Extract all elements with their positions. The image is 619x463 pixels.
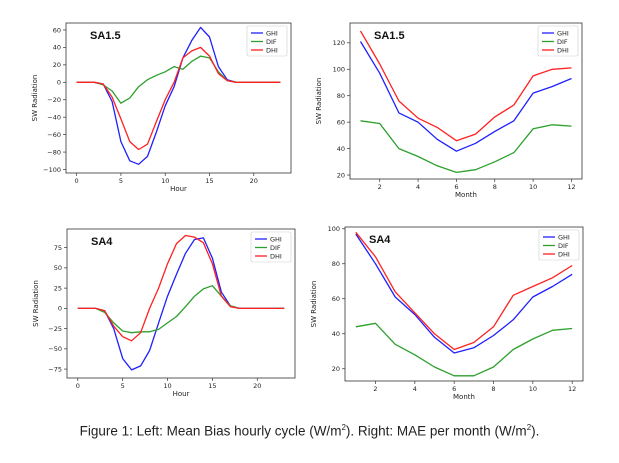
chart2-xtick-label: 12 — [567, 183, 575, 191]
chart4-ytick-label: 40 — [332, 330, 340, 338]
chart2-ytick-label: 120 — [333, 39, 345, 47]
chart3-series-dif-line — [77, 285, 285, 334]
chart2-ytick-label: 80 — [337, 92, 345, 100]
chart4-title: SA4 — [369, 234, 391, 246]
chart1-ytick-label: 20 — [53, 61, 61, 69]
chart4-xtick-label: 8 — [491, 385, 495, 393]
chart2-ytick-label: 60 — [337, 118, 345, 126]
chart3-legend-label-dif: DIF — [270, 244, 281, 252]
chart1-title: SA1.5 — [90, 30, 121, 42]
chart2-xtick-label: 4 — [416, 183, 420, 191]
chart2-ytick-label: 40 — [337, 145, 345, 153]
chart4-xtick-label: 6 — [452, 385, 456, 393]
caption-sup-2: 2 — [526, 423, 532, 432]
chart1-ylabel: SW Radiation — [31, 75, 39, 122]
figure-caption: Figure 1: Left: Mean Bias hourly cycle (… — [0, 423, 619, 439]
chart2-xtick-label: 6 — [454, 183, 458, 191]
chart1-xtick-label: 5 — [119, 177, 123, 185]
chart3-legend-label-dhi: DHI — [270, 252, 282, 260]
chart3-xtick-label: 5 — [121, 382, 125, 390]
chart4-legend-label-dhi: DHI — [558, 250, 570, 258]
caption-text-2: ). Right: MAE per month (W/m — [345, 423, 527, 439]
chart2-legend-label-dhi: DHI — [557, 46, 569, 54]
chart3-legend-label-ghi: GHI — [270, 235, 282, 243]
chart2-ytick-label: 20 — [337, 171, 345, 179]
chart1-ytick-label: −20 — [47, 96, 61, 104]
chart4-ytick-label: 100 — [328, 225, 340, 233]
chart2-xlabel: Month — [455, 191, 477, 199]
chart1-ytick-label: 40 — [53, 44, 61, 52]
chart1: 0 5 10 15 20 −100 −80 −60 −40 −20 0 20 40 60 Hour SW Ra… — [31, 22, 292, 193]
caption-text-3: ). — [531, 423, 540, 439]
chart3-ytick-label: 50 — [54, 264, 62, 272]
chart1-ytick-label: −80 — [47, 148, 61, 156]
chart4-xtick-label: 4 — [413, 385, 417, 393]
chart3-ytick-label: 25 — [54, 284, 62, 292]
chart1-ytick-label: 60 — [53, 26, 61, 34]
chart1-xtick-label: 20 — [250, 177, 258, 185]
chart2-xtick-label: 8 — [493, 183, 497, 191]
chart3-xtick-label: 10 — [163, 382, 171, 390]
chart4-frame — [344, 226, 584, 382]
chart2-series-ghi-line — [359, 41, 572, 152]
chart1-series-dhi-line — [76, 46, 281, 151]
chart2-xtick-label: 10 — [529, 183, 537, 191]
chart3-ytick-label: 0 — [58, 305, 62, 313]
chart1-ytick-label: −100 — [43, 166, 61, 174]
chart4-ylabel: SW Radiation — [310, 281, 318, 328]
chart4-ytick-label: 80 — [332, 260, 340, 268]
chart3-xtick-label: 0 — [76, 382, 80, 390]
chart4-series-dhi-line — [355, 231, 573, 351]
chart3-frame — [66, 228, 296, 379]
chart3-title: SA4 — [91, 236, 113, 248]
chart2-series-dif-line — [360, 120, 572, 174]
chart4-legend-label-ghi: GHI — [558, 233, 570, 241]
chart3-ytick-label: −75 — [48, 365, 62, 373]
chart4-legend-label-dif: DIF — [558, 242, 569, 250]
chart1-legend-label-dhi: DHI — [266, 46, 278, 54]
chart3-xtick-label: 15 — [208, 382, 216, 390]
chart3-ytick-label: −25 — [48, 325, 62, 333]
chart3-xlabel: Hour — [173, 390, 190, 398]
chart1-frame — [65, 22, 292, 174]
chart2-title: SA1.5 — [374, 30, 405, 42]
caption-text-1: Figure 1: Left: Mean Bias hourly cycle (… — [79, 423, 342, 439]
chart1-legend-label-ghi: GHI — [266, 29, 278, 37]
chart3: 0 5 10 15 20 −75 −50 −25 0 25 50 75 Hour SW Radiation… — [32, 228, 296, 398]
chart4: 2 4 6 8 10 12 20 40 60 80 100 Month SW Radiation SA4 G… — [310, 225, 584, 401]
chart2-frame — [349, 22, 583, 180]
chart1-xtick-label: 0 — [75, 177, 79, 185]
chart4-ytick-label: 20 — [332, 365, 340, 373]
chart4-xtick-label: 2 — [373, 385, 377, 393]
chart3-series-dhi-line — [77, 234, 285, 342]
chart4-xlabel: Month — [453, 393, 475, 401]
chart2-series-dhi-line — [359, 30, 572, 142]
chart4-xtick-label: 10 — [529, 385, 537, 393]
chart1-ytick-label: −40 — [47, 113, 61, 121]
chart1-ytick-label: −60 — [47, 131, 61, 139]
chart2-legend-label-ghi: GHI — [557, 29, 569, 37]
chart4-ytick-label: 60 — [332, 295, 340, 303]
chart4-series-ghi-line — [355, 233, 573, 354]
chart1-xlabel: Hour — [170, 185, 187, 193]
chart3-ytick-label: −50 — [48, 345, 62, 353]
chart4-series-dif-line — [355, 322, 573, 377]
chart3-ylabel: SW Radiation — [32, 280, 40, 327]
chart3-xtick-label: 20 — [253, 382, 261, 390]
chart1-legend-label-dif: DIF — [266, 38, 277, 46]
chart3-ytick-label: 75 — [54, 244, 62, 252]
chart1-xtick-label: 10 — [161, 177, 169, 185]
chart2: 2 4 6 8 10 12 20 40 60 80 100 120 Month SW Radiation S… — [315, 22, 583, 199]
chart1-xtick-label: 15 — [205, 177, 213, 185]
caption-sup-1: 2 — [341, 423, 346, 432]
chart4-xtick-label: 12 — [568, 385, 576, 393]
chart1-series-dif-line — [76, 55, 281, 104]
chart2-xtick-label: 2 — [378, 183, 382, 191]
chart2-legend-label-dif: DIF — [557, 38, 568, 46]
chart2-ylabel: SW Radiation — [315, 78, 323, 125]
chart2-ytick-label: 100 — [333, 66, 345, 74]
chart1-ytick-label: 0 — [57, 79, 61, 87]
